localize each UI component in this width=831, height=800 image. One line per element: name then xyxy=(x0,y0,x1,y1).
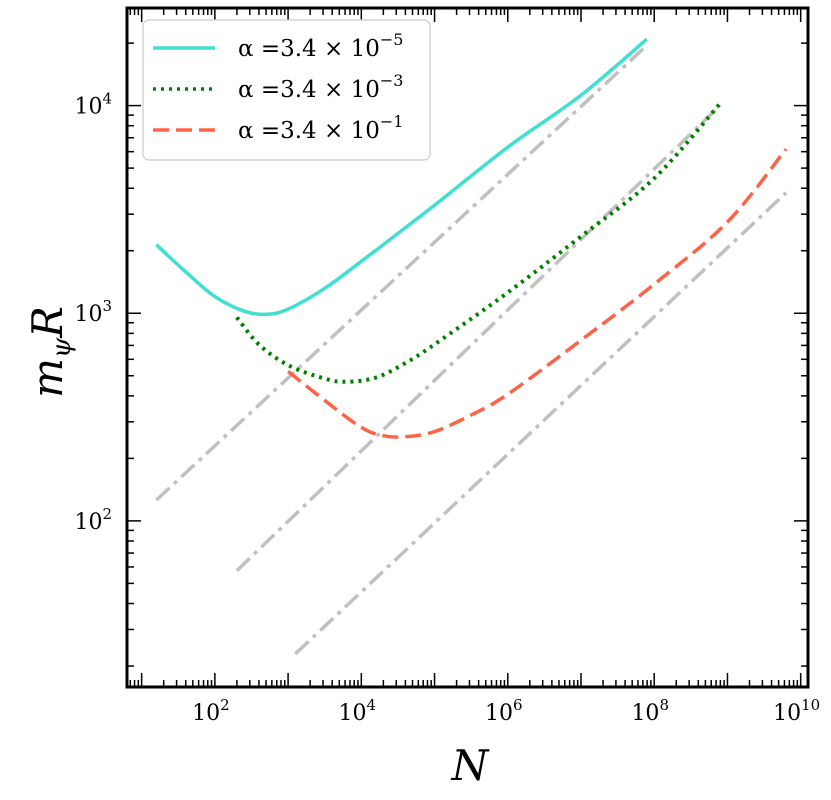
x-tick-label-4: 1010 xyxy=(773,696,820,726)
y-tick-label-0: 102 xyxy=(74,505,112,535)
tick-labels-group: 102 104 106 108 1010 102 103 104 xyxy=(74,90,820,726)
x-tick-label-0: 102 xyxy=(192,696,230,726)
y-axis-label-sub: ψ xyxy=(47,337,77,358)
legend: α =3.4 × 10−5 α =3.4 × 10−3 α =3.4 × 10−1 xyxy=(142,19,431,161)
y-axis-label-main: m xyxy=(23,358,72,398)
plot-frame xyxy=(125,6,810,689)
y-axis-label-tail: R xyxy=(23,306,72,339)
x-axis-label: N xyxy=(451,741,490,790)
legend-box xyxy=(142,19,431,161)
x-tick-label-3: 108 xyxy=(631,696,669,726)
svg-text:mψR: mψR xyxy=(23,306,77,398)
legend-label-3: α =3.4 × 10−1 xyxy=(238,112,403,144)
x-tick-label-2: 106 xyxy=(485,696,523,726)
reference-line-2 xyxy=(235,104,722,572)
reference-line-1 xyxy=(155,44,649,502)
series-line-2 xyxy=(235,102,722,384)
ticks-group xyxy=(127,8,808,687)
reference-line-3 xyxy=(294,191,788,656)
x-tick-label-1: 104 xyxy=(339,696,377,726)
series-lines-group xyxy=(155,37,788,439)
series-line-1 xyxy=(155,37,649,317)
series-line-3 xyxy=(287,148,788,439)
y-axis-label: mψR xyxy=(23,306,77,398)
legend-label-1: α =3.4 × 10−5 xyxy=(238,30,403,62)
legend-entries: α =3.4 × 10−5 α =3.4 × 10−3 α =3.4 × 10−1 xyxy=(153,30,403,144)
y-tick-label-2: 104 xyxy=(74,90,112,120)
legend-label-2: α =3.4 × 10−3 xyxy=(238,71,403,103)
reference-lines-group xyxy=(155,44,788,656)
y-tick-label-1: 103 xyxy=(74,297,112,327)
